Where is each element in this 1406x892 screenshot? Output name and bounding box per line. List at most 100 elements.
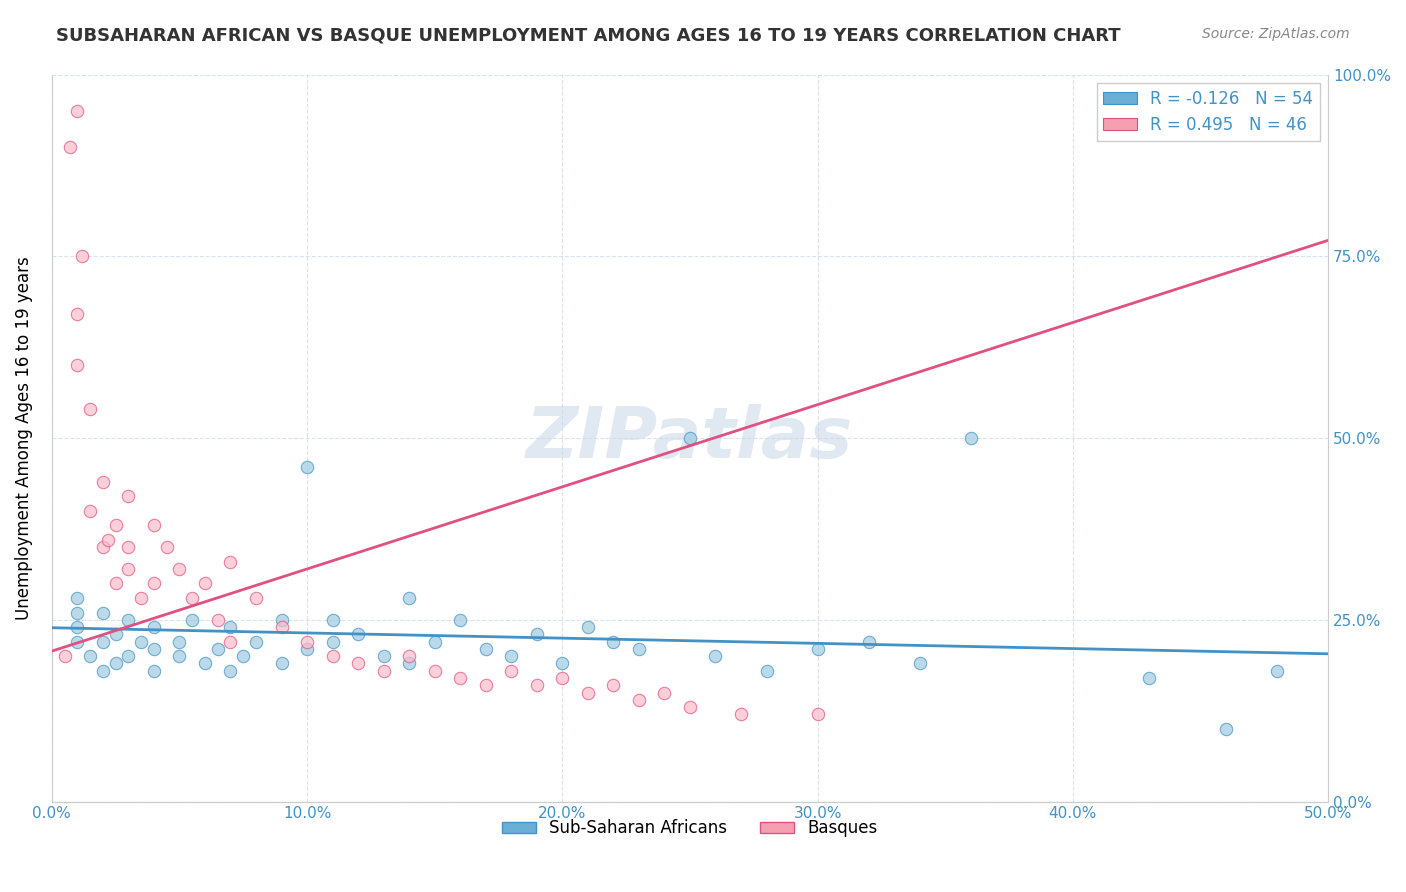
- Point: [104, 576, 127, 591]
- Point: [181, 613, 204, 627]
- Point: [398, 657, 420, 671]
- Point: [129, 634, 152, 648]
- Point: [270, 613, 292, 627]
- Point: [295, 460, 318, 475]
- Point: [322, 649, 344, 664]
- Point: [117, 540, 139, 554]
- Point: [501, 664, 523, 678]
- Point: [806, 707, 828, 722]
- Point: [245, 634, 267, 648]
- Point: [959, 431, 981, 445]
- Text: SUBSAHARAN AFRICAN VS BASQUE UNEMPLOYMENT AMONG AGES 16 TO 19 YEARS CORRELATION : SUBSAHARAN AFRICAN VS BASQUE UNEMPLOYMEN…: [56, 27, 1121, 45]
- Point: [117, 649, 139, 664]
- Point: [576, 620, 599, 634]
- Point: [654, 685, 676, 699]
- Point: [373, 664, 395, 678]
- Point: [91, 664, 114, 678]
- Legend: Sub-Saharan Africans, Basques: Sub-Saharan Africans, Basques: [496, 813, 884, 844]
- Point: [1139, 671, 1161, 685]
- Point: [91, 540, 114, 554]
- Point: [104, 518, 127, 533]
- Point: [526, 678, 548, 692]
- Point: [806, 641, 828, 656]
- Point: [66, 634, 89, 648]
- Point: [474, 641, 496, 656]
- Point: [66, 620, 89, 634]
- Point: [169, 562, 191, 576]
- Point: [501, 649, 523, 664]
- Point: [219, 555, 242, 569]
- Point: [679, 431, 702, 445]
- Point: [219, 664, 242, 678]
- Point: [679, 700, 702, 714]
- Point: [117, 489, 139, 503]
- Point: [602, 678, 624, 692]
- Point: [66, 103, 89, 118]
- Point: [730, 707, 752, 722]
- Point: [142, 641, 165, 656]
- Point: [322, 634, 344, 648]
- Point: [169, 649, 191, 664]
- Point: [219, 634, 242, 648]
- Point: [59, 140, 82, 154]
- Point: [53, 649, 76, 664]
- Point: [347, 627, 370, 641]
- Point: [449, 671, 471, 685]
- Point: [207, 641, 229, 656]
- Point: [295, 641, 318, 656]
- Point: [104, 627, 127, 641]
- Point: [398, 591, 420, 605]
- Point: [474, 678, 496, 692]
- Point: [142, 664, 165, 678]
- Point: [79, 504, 101, 518]
- Point: [270, 657, 292, 671]
- Point: [576, 685, 599, 699]
- Point: [142, 518, 165, 533]
- Point: [66, 308, 89, 322]
- Point: [91, 475, 114, 489]
- Point: [551, 671, 574, 685]
- Point: [245, 591, 267, 605]
- Point: [704, 649, 727, 664]
- Point: [322, 613, 344, 627]
- Point: [72, 249, 94, 263]
- Point: [142, 620, 165, 634]
- Point: [169, 634, 191, 648]
- Point: [194, 576, 217, 591]
- Point: [627, 641, 650, 656]
- Point: [66, 359, 89, 373]
- Point: [117, 613, 139, 627]
- Point: [181, 591, 204, 605]
- Text: Source: ZipAtlas.com: Source: ZipAtlas.com: [1202, 27, 1350, 41]
- Point: [156, 540, 179, 554]
- Point: [207, 613, 229, 627]
- Point: [755, 664, 778, 678]
- Point: [295, 634, 318, 648]
- Point: [449, 613, 471, 627]
- Point: [129, 591, 152, 605]
- Point: [66, 606, 89, 620]
- Point: [142, 576, 165, 591]
- Y-axis label: Unemployment Among Ages 16 to 19 years: Unemployment Among Ages 16 to 19 years: [15, 256, 32, 620]
- Point: [908, 657, 931, 671]
- Point: [91, 634, 114, 648]
- Point: [270, 620, 292, 634]
- Point: [1215, 722, 1237, 736]
- Point: [91, 606, 114, 620]
- Point: [373, 649, 395, 664]
- Point: [194, 657, 217, 671]
- Point: [423, 634, 446, 648]
- Point: [526, 627, 548, 641]
- Point: [347, 657, 370, 671]
- Point: [627, 693, 650, 707]
- Point: [219, 620, 242, 634]
- Point: [66, 591, 89, 605]
- Point: [117, 562, 139, 576]
- Point: [232, 649, 254, 664]
- Point: [104, 657, 127, 671]
- Point: [97, 533, 120, 547]
- Point: [423, 664, 446, 678]
- Text: ZIPatlas: ZIPatlas: [526, 403, 853, 473]
- Point: [602, 634, 624, 648]
- Point: [551, 657, 574, 671]
